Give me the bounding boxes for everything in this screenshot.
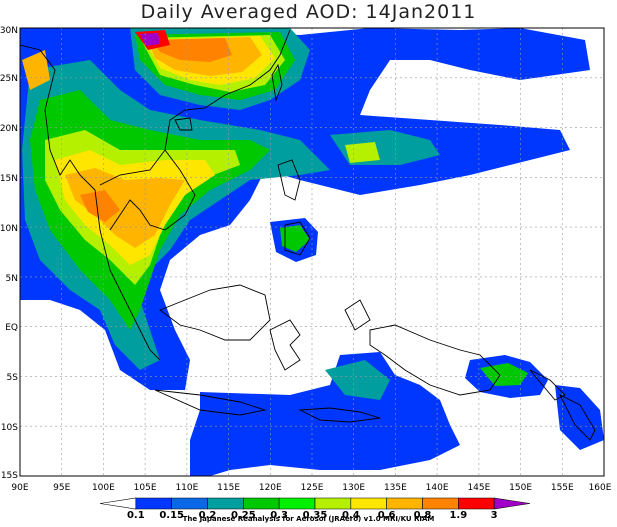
x-tick: 105E	[134, 483, 157, 493]
colorbar: 0.1 0.15 0.2 0.25 0.3 0.35 0.4 0.6 0.8 1.9 3	[99, 497, 531, 521]
map-title: Daily Averaged AOD: 14Jan2011	[140, 1, 477, 23]
x-tick: 130E	[342, 483, 365, 493]
x-tick: 120E	[259, 483, 282, 493]
y-tick: EQ	[5, 323, 18, 333]
graticule	[20, 28, 604, 476]
y-tick: 30N	[0, 26, 18, 36]
colorbar-swatch	[207, 497, 244, 510]
y-tick: 25N	[0, 74, 18, 84]
colorbar-label: 3	[491, 510, 498, 521]
x-tick: 110E	[175, 483, 198, 493]
colorbar-swatch	[99, 497, 137, 510]
coastlines	[20, 29, 596, 441]
y-tick: 20N	[0, 124, 18, 134]
y-tick: 5S	[7, 373, 19, 383]
y-tick: 5N	[6, 274, 18, 284]
colorbar-label: 0.4	[342, 510, 360, 521]
colorbar-label: 0.3	[270, 510, 288, 521]
colorbar-swatch	[458, 497, 495, 510]
colorbar-swatch	[350, 497, 387, 510]
colorbar-swatch	[243, 497, 280, 510]
aod-field	[20, 28, 604, 476]
x-tick: 160E	[589, 483, 612, 493]
x-tick: 155E	[551, 483, 574, 493]
y-tick: 15S	[1, 471, 18, 481]
y-tick: 15N	[0, 174, 18, 184]
colorbar-label: 0.2	[199, 510, 217, 521]
x-tick: 150E	[509, 483, 532, 493]
x-tick: 115E	[217, 483, 240, 493]
colorbar-swatch	[171, 497, 208, 510]
credit-line: The Japanese Reanalysis for Aerosol (JRA…	[182, 515, 435, 523]
y-tick: 10S	[1, 423, 18, 433]
colorbar-label: 0.35	[303, 510, 328, 521]
map-frame	[19, 27, 605, 477]
colorbar-label: 0.1	[127, 510, 145, 521]
x-tick: 125E	[301, 483, 324, 493]
colorbar-swatch	[314, 497, 352, 510]
x-tick: 140E	[426, 483, 449, 493]
x-tick: 135E	[384, 483, 407, 493]
colorbar-swatch	[422, 497, 459, 510]
y-tick: 10N	[0, 224, 18, 234]
x-axis-ticks: 90E 95E 100E 105E 110E 115E 120E 125E 13…	[11, 483, 611, 493]
colorbar-swatch	[135, 497, 172, 510]
aod-region-low-south	[190, 352, 460, 476]
colorbar-label: 0.15	[159, 510, 184, 521]
colorbar-label: 0.8	[414, 510, 432, 521]
x-tick: 145E	[467, 483, 490, 493]
colorbar-label: 0.6	[378, 510, 396, 521]
y-axis-ticks: 30N 25N 20N 15N 10N 5N EQ 5S 10S 15S	[0, 26, 18, 481]
x-tick: 100E	[92, 483, 115, 493]
colorbar-swatch	[493, 497, 531, 510]
colorbar-label: 1.9	[449, 510, 467, 521]
x-tick: 90E	[11, 483, 28, 493]
x-tick: 95E	[53, 483, 70, 493]
colorbar-swatch	[386, 497, 423, 510]
colorbar-swatch	[278, 497, 316, 510]
colorbar-label: 0.25	[231, 510, 256, 521]
